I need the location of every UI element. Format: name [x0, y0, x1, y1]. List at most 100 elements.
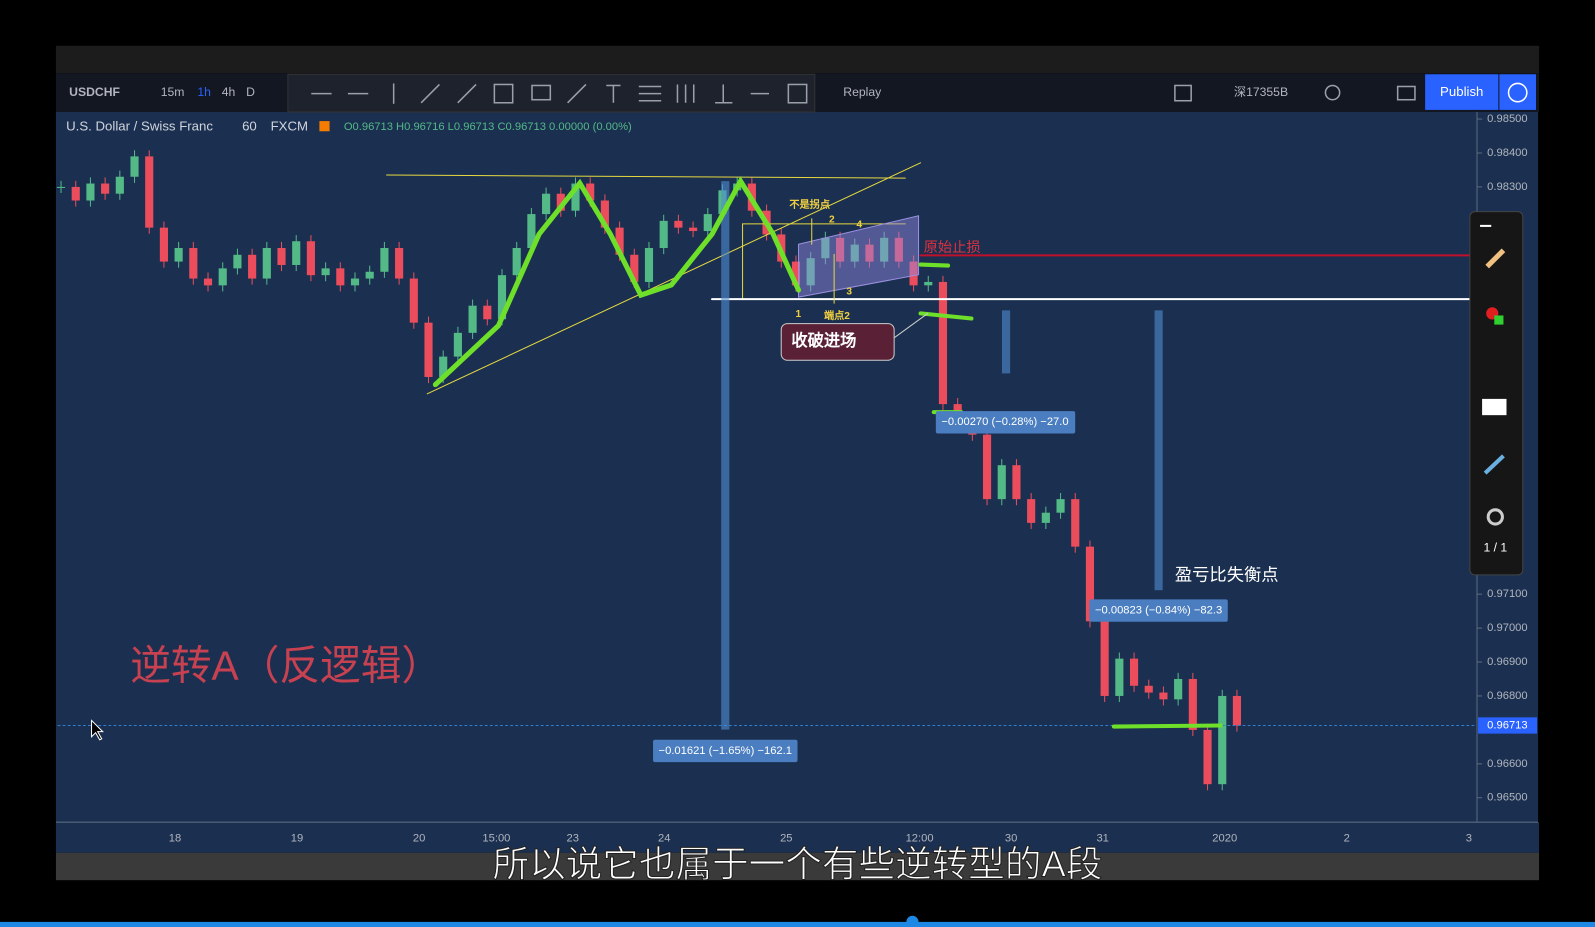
- price-tag: [1478, 717, 1538, 734]
- candle: [659, 220, 668, 249]
- measure-bar: [1001, 310, 1011, 374]
- measure-box: [653, 739, 798, 763]
- x-tick-label: 15:00: [482, 832, 510, 844]
- candle: [56, 186, 66, 188]
- candle: [630, 254, 639, 282]
- candle: [1218, 695, 1227, 785]
- candle: [674, 220, 683, 228]
- publish-button[interactable]: [1425, 74, 1499, 110]
- big-label: 逆转A（反逻辑）: [130, 642, 442, 688]
- candle: [159, 227, 168, 262]
- interval[interactable]: 15m: [161, 85, 185, 99]
- candle: [248, 254, 257, 279]
- y-tick-label: 0.96500: [1487, 792, 1527, 804]
- candle: [894, 237, 903, 262]
- candle: [1100, 621, 1109, 696]
- channel: [798, 215, 920, 298]
- candle: [145, 156, 154, 228]
- candle: [571, 183, 580, 211]
- candle: [1027, 499, 1036, 523]
- candle: [586, 183, 595, 201]
- candle: [218, 268, 227, 286]
- y-tick-label: 0.97100: [1487, 588, 1527, 600]
- candle: [850, 244, 859, 262]
- y-tick-label: 0.96800: [1487, 690, 1527, 702]
- tool-icons[interactable]: [311, 83, 1416, 104]
- candle: [1129, 658, 1139, 686]
- candle: [101, 183, 110, 194]
- candle: [997, 465, 1006, 500]
- candle: [644, 248, 654, 282]
- candles: [56, 150, 1242, 791]
- progress-bar[interactable]: [0, 921, 1595, 927]
- candle: [262, 248, 271, 279]
- measure-text: −0.00270 (−0.28%) −27.0: [941, 416, 1068, 428]
- publish-label[interactable]: Publish: [1440, 84, 1483, 99]
- candle: [865, 244, 874, 262]
- replay[interactable]: Replay: [843, 85, 882, 99]
- bottom-bar: [55, 852, 1540, 881]
- label: 2: [829, 214, 835, 225]
- candle: [174, 248, 183, 262]
- play-icon: [1507, 82, 1528, 103]
- label: 1: [795, 309, 801, 320]
- x-tick-label: 2: [1344, 832, 1350, 844]
- panel-icons[interactable]: [1480, 224, 1507, 526]
- hand-line: [918, 262, 951, 268]
- candle: [336, 268, 345, 286]
- account[interactable]: 深17355B: [1234, 85, 1288, 99]
- y-tick-label: 0.96900: [1487, 656, 1527, 668]
- candle: [71, 186, 80, 201]
- y-tick-label: 0.98400: [1487, 147, 1527, 159]
- candle: [1232, 695, 1242, 726]
- candle: [1071, 499, 1080, 547]
- candle: [365, 271, 374, 279]
- candle: [86, 183, 95, 201]
- symbol-name: U.S. Dollar / Swiss Franc: [66, 119, 213, 134]
- candle: [1203, 729, 1212, 785]
- candle: [130, 156, 139, 177]
- y-tick-label: 0.96600: [1487, 758, 1527, 770]
- candle: [468, 305, 477, 333]
- x-tick-label: 31: [1096, 832, 1108, 844]
- candle: [1012, 465, 1021, 500]
- candle: [203, 278, 213, 286]
- progress-knob[interactable]: [906, 915, 919, 927]
- measure-text: −0.00823 (−0.84%) −82.3: [1095, 604, 1222, 616]
- candle: [115, 176, 124, 194]
- y-tick-label: 0.98300: [1487, 181, 1527, 193]
- measure-bar: [721, 181, 730, 730]
- interval[interactable]: 4h: [222, 85, 236, 99]
- panel-page: 1 / 1: [1483, 541, 1507, 555]
- interval-label: 60: [242, 119, 257, 134]
- resistance-line: [386, 174, 906, 179]
- candle: [350, 278, 360, 286]
- candle: [233, 254, 242, 269]
- measure-text: −0.01621 (−1.65%) −162.1: [659, 745, 792, 757]
- callout-text: 收破进场: [791, 331, 856, 350]
- candle: [880, 237, 889, 262]
- candle: [600, 200, 609, 228]
- candle: [424, 322, 433, 377]
- candle: [321, 268, 330, 276]
- candle: [1056, 499, 1065, 513]
- interval[interactable]: 1h: [197, 85, 211, 99]
- measure-box: [1089, 599, 1228, 622]
- candle: [439, 356, 448, 377]
- interval[interactable]: D: [246, 85, 255, 99]
- candle: [1115, 658, 1124, 696]
- candle: [380, 248, 389, 272]
- y-axis: 0.98500 0.98400 0.98300 0.97100 0.97000 0.969…: [1477, 113, 1538, 804]
- x-tick-label: 19: [291, 832, 303, 844]
- candle: [909, 261, 918, 286]
- label: 端点2: [824, 309, 850, 322]
- top-bar: [55, 45, 1540, 74]
- candle: [821, 237, 830, 259]
- candle: [615, 227, 624, 255]
- candle: [1174, 678, 1183, 700]
- symbol[interactable]: USDCHF: [69, 85, 120, 99]
- play-button[interactable]: [1499, 74, 1537, 110]
- subtitle: 所以说它也属于一个有些逆转型的A段: [492, 844, 1102, 885]
- label: 3: [846, 287, 852, 298]
